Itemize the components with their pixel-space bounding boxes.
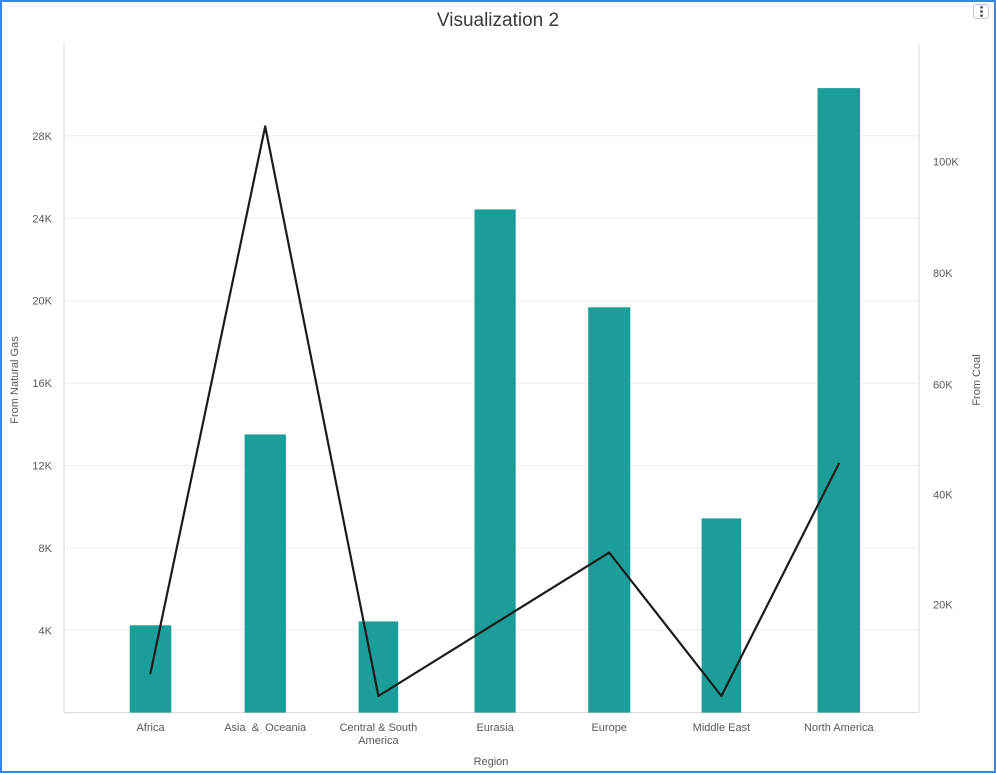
svg-text:Region: Region (474, 756, 509, 768)
svg-text:From Coal: From Coal (971, 354, 983, 405)
svg-text:40K: 40K (933, 490, 953, 502)
svg-text:12K: 12K (32, 461, 52, 473)
svg-text:100K: 100K (933, 157, 959, 169)
svg-text:28K: 28K (32, 131, 52, 143)
svg-text:America: America (358, 735, 399, 747)
svg-text:20K: 20K (32, 296, 52, 308)
svg-text:Central & South: Central & South (340, 722, 418, 734)
svg-text:Africa: Africa (136, 722, 165, 734)
svg-text:20K: 20K (933, 600, 953, 612)
svg-text:Europe: Europe (591, 722, 626, 734)
svg-text:16K: 16K (32, 378, 52, 390)
svg-text:80K: 80K (933, 268, 953, 280)
svg-text:Middle East: Middle East (693, 722, 750, 734)
svg-text:Asia & Oceania: Asia & Oceania (224, 722, 307, 734)
svg-text:24K: 24K (32, 213, 52, 225)
svg-text:Eurasia: Eurasia (476, 722, 514, 734)
svg-text:From Natural Gas: From Natural Gas (9, 336, 21, 424)
svg-text:60K: 60K (933, 380, 953, 392)
svg-text:8K: 8K (39, 543, 53, 555)
svg-text:North America: North America (804, 722, 875, 734)
svg-text:4K: 4K (39, 625, 53, 637)
